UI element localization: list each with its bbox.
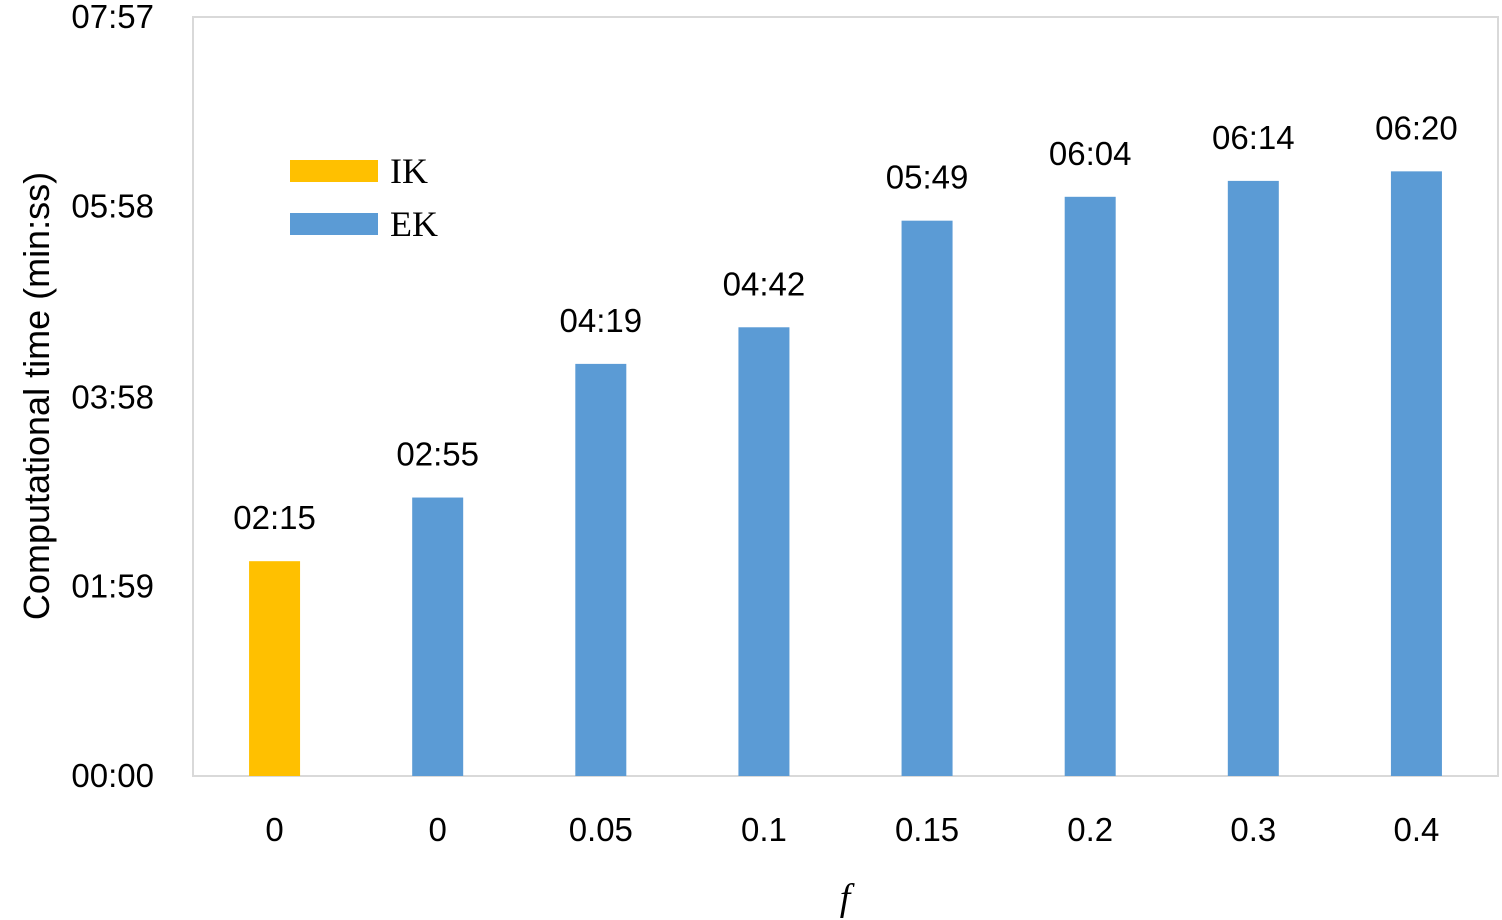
legend-label-ik: IK: [390, 151, 428, 191]
legend-swatch-ik: [290, 160, 378, 182]
data-label: 06:04: [1049, 135, 1132, 172]
x-tick-label: 0: [429, 811, 447, 848]
bar-ek: [1390, 171, 1442, 776]
data-label: 06:14: [1212, 119, 1295, 156]
y-axis-tick-labels: 00:00 01:59 03:58 05:58 07:57: [71, 0, 154, 794]
y-tick-label: 05:58: [71, 187, 154, 224]
x-tick-label: 0.3: [1230, 811, 1276, 848]
data-label: 02:15: [233, 499, 316, 536]
plot-area-border: [192, 16, 1499, 777]
legend-label-ek: EK: [390, 204, 438, 244]
bars-group: [249, 171, 1442, 777]
x-tick-label: 0.05: [569, 811, 633, 848]
y-axis-title: Computational time (min:ss): [16, 172, 57, 620]
data-label: 02:55: [396, 436, 479, 473]
x-axis-tick-labels: 0 0 0.05 0.1 0.15 0.2 0.3 0.4: [265, 811, 1439, 848]
bar-ek: [575, 363, 627, 776]
bar-ek: [412, 497, 464, 776]
x-tick-label: 0.15: [895, 811, 959, 848]
bar-ek: [901, 220, 953, 776]
y-tick-label: 03:58: [71, 378, 154, 415]
data-label: 06:20: [1375, 109, 1458, 146]
data-label: 04:42: [723, 265, 806, 302]
x-tick-label: 0.1: [741, 811, 787, 848]
x-tick-label: 0.4: [1394, 811, 1440, 848]
x-tick-label: 0: [265, 811, 283, 848]
legend-swatch-ek: [290, 213, 378, 235]
x-tick-label: 0.2: [1067, 811, 1113, 848]
data-label: 05:49: [886, 159, 969, 196]
data-labels-group: 02:15 02:55 04:19 04:42 05:49 06:04 06:14 06:20: [233, 109, 1457, 536]
legend: IK EK: [290, 151, 438, 244]
y-tick-label: 07:57: [71, 0, 154, 35]
bar-ek: [1064, 196, 1116, 776]
bar-ik: [249, 561, 301, 776]
bar-ek: [738, 327, 790, 776]
y-tick-label: 00:00: [71, 757, 154, 794]
bar-ek: [1227, 180, 1279, 777]
y-tick-label: 01:59: [71, 568, 154, 605]
data-label: 04:19: [560, 302, 643, 339]
